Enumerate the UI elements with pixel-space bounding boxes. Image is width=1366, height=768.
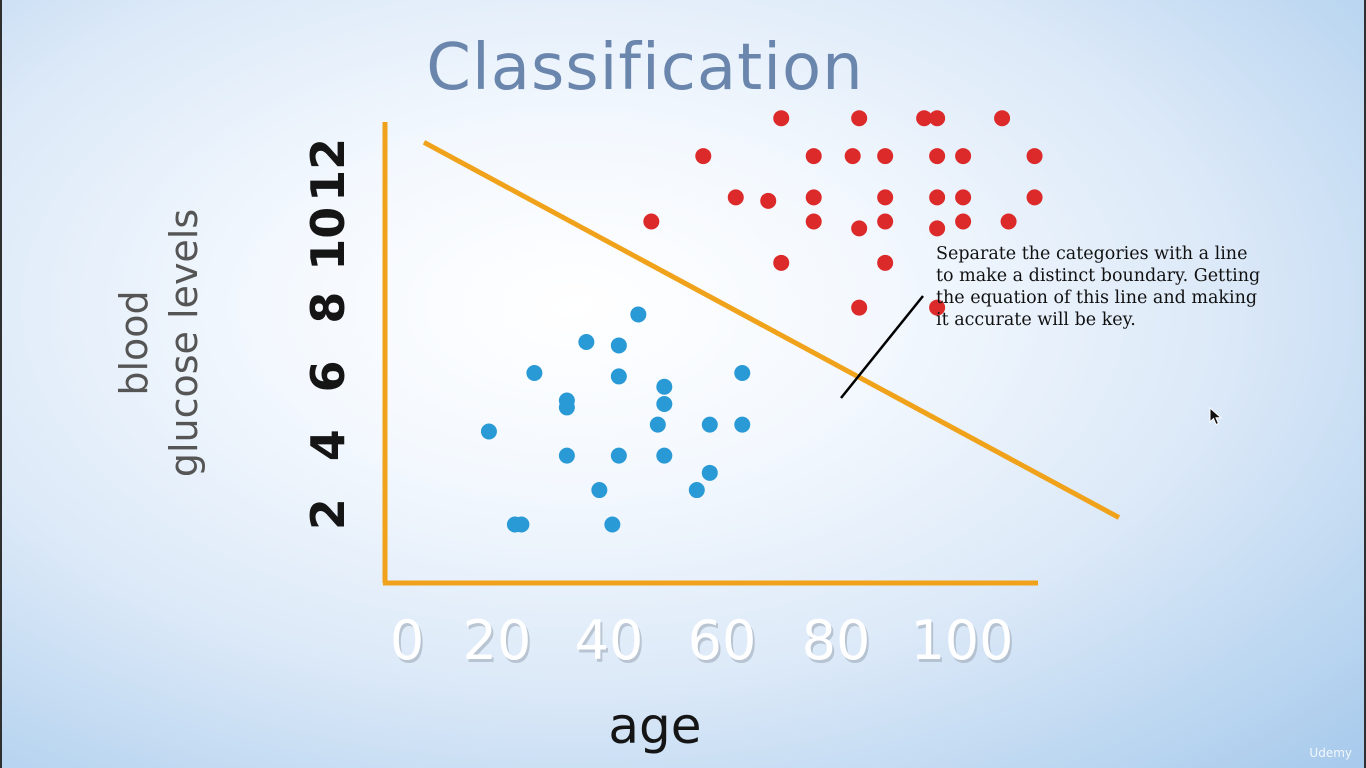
red-data-point xyxy=(877,213,894,230)
y-tick-label: 6 xyxy=(301,360,355,392)
y-tick-label: 4 xyxy=(301,429,355,461)
mouse-cursor-icon xyxy=(1209,406,1223,432)
x-tick-label-shadow: 100 xyxy=(912,612,1015,675)
blue-data-point xyxy=(656,447,673,464)
blue-data-point xyxy=(630,306,647,323)
red-data-point xyxy=(773,254,790,271)
red-data-point xyxy=(773,110,790,127)
x-tick-label-shadow: 0 xyxy=(392,612,426,675)
blue-data-point xyxy=(649,416,666,433)
red-data-point xyxy=(805,213,822,230)
frame-edge-left xyxy=(0,0,2,768)
annotation-pointer-line xyxy=(840,295,924,399)
red-data-point xyxy=(994,110,1011,127)
blue-data-point xyxy=(604,516,621,533)
x-axis-title: age xyxy=(608,697,701,755)
blue-data-point xyxy=(734,416,751,433)
red-data-point xyxy=(1000,213,1017,230)
x-tick-label: 80 xyxy=(802,609,871,672)
red-data-point xyxy=(877,148,894,165)
blue-data-point xyxy=(610,368,627,385)
x-tick-label-shadow: 20 xyxy=(465,612,534,675)
blue-data-point xyxy=(513,516,530,533)
red-data-point xyxy=(877,254,894,271)
blue-data-point xyxy=(558,399,575,416)
blue-data-point xyxy=(610,447,627,464)
red-data-point xyxy=(955,148,972,165)
red-data-point xyxy=(916,110,933,127)
red-data-point xyxy=(929,110,946,127)
blue-data-point xyxy=(701,416,718,433)
blue-data-point xyxy=(480,423,497,440)
watermark-text: Udemy xyxy=(1309,746,1352,760)
red-data-point xyxy=(844,148,861,165)
red-data-point xyxy=(805,189,822,206)
blue-data-point xyxy=(558,447,575,464)
red-data-point xyxy=(1026,148,1043,165)
red-data-point xyxy=(727,189,744,206)
y-tick-label: 12 xyxy=(301,138,355,202)
blue-data-point xyxy=(656,395,673,412)
blue-data-point xyxy=(526,364,543,381)
red-data-point xyxy=(955,213,972,230)
blue-data-point xyxy=(656,378,673,395)
blue-data-point xyxy=(701,464,718,481)
red-data-point xyxy=(929,148,946,165)
red-data-point xyxy=(851,220,868,237)
frame-edge-right xyxy=(1364,0,1366,768)
data-points xyxy=(480,110,1043,533)
x-tick-label-shadow: 40 xyxy=(577,612,646,675)
chart-title: Classification xyxy=(426,31,863,105)
x-tick-label: 20 xyxy=(463,609,532,672)
blue-data-point xyxy=(734,364,751,381)
red-data-point xyxy=(851,110,868,127)
x-tick-label: 100 xyxy=(910,609,1013,672)
y-tick-label: 10 xyxy=(301,207,355,271)
y-tick-label: 8 xyxy=(301,292,355,324)
red-data-point xyxy=(929,299,946,316)
x-tick-label-shadow: 60 xyxy=(690,612,759,675)
y-axis-title-line-2: glucose levels xyxy=(162,209,206,477)
red-data-point xyxy=(760,192,777,209)
red-data-point xyxy=(955,189,972,206)
red-data-point xyxy=(1026,189,1043,206)
red-data-point xyxy=(877,189,894,206)
red-data-point xyxy=(851,299,868,316)
y-tick-label: 2 xyxy=(301,498,355,530)
red-data-point xyxy=(929,220,946,237)
blue-data-point xyxy=(610,337,627,354)
x-tick-label-shadow: 80 xyxy=(804,612,873,675)
decision-boundary-line xyxy=(422,140,1121,520)
x-tick-label: 0 xyxy=(390,609,424,672)
x-tick-label: 60 xyxy=(688,609,757,672)
blue-data-point xyxy=(688,482,705,499)
red-data-point xyxy=(805,148,822,165)
red-data-point xyxy=(695,148,712,165)
y-axis-title-line-1: blood xyxy=(112,290,156,395)
blue-data-point xyxy=(578,334,595,350)
x-tick-label: 40 xyxy=(575,609,644,672)
blue-data-point xyxy=(591,482,608,499)
red-data-point xyxy=(929,189,946,206)
annotation-text: Separate the categories with a line to m… xyxy=(936,244,1261,330)
red-data-point xyxy=(643,213,660,230)
